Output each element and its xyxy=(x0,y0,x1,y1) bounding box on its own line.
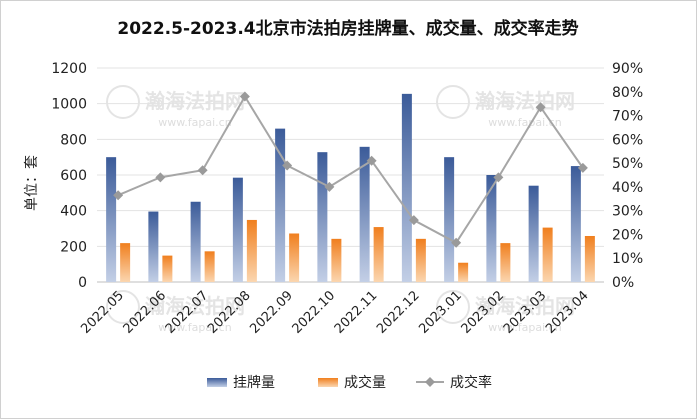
legend-label-rate: 成交率 xyxy=(450,374,492,391)
bar-deal-4 xyxy=(289,233,300,282)
legend-label-listing: 挂牌量 xyxy=(233,374,275,391)
bar-deal-7 xyxy=(415,238,426,282)
bar-deal-6 xyxy=(373,227,384,282)
rate-point-11 xyxy=(577,162,588,173)
legend: 挂牌量 成交量 成交率 xyxy=(207,374,492,391)
y2-tick-label-2: 20% xyxy=(612,227,643,243)
bar-listing-4 xyxy=(275,128,286,282)
bar-listing-11 xyxy=(570,166,581,282)
y-tick-label-5: 1000 xyxy=(51,97,87,113)
watermark-url-3: www.fapai.cn xyxy=(488,321,561,334)
y-tick-label-1: 200 xyxy=(60,239,87,255)
watermark-seal-2 xyxy=(106,290,140,324)
rate-point-6 xyxy=(366,155,377,166)
y-tick-label-4: 800 xyxy=(60,132,87,148)
watermark-url-0: www.fapai.cn xyxy=(158,116,231,129)
y2-tick-label-6: 60% xyxy=(612,132,643,148)
y-axis-right: 0% 10% 20% 30% 40% 50% 60% 70% 80% 90% xyxy=(612,61,643,291)
legend-swatch-listing xyxy=(207,378,227,387)
bar-deal-3 xyxy=(246,219,257,282)
watermark-seal-3 xyxy=(436,290,470,324)
rate-point-1 xyxy=(155,172,166,183)
legend-swatch-deal xyxy=(318,378,338,387)
bar-deal-11 xyxy=(584,235,595,282)
rate-point-9 xyxy=(493,172,504,183)
bar-deal-2 xyxy=(204,251,215,282)
rate-point-5 xyxy=(324,181,335,192)
rate-point-8 xyxy=(451,237,462,248)
bar-deal-1 xyxy=(162,255,173,282)
y-tick-label-0: 0 xyxy=(78,275,87,291)
chart-title: 2022.5-2023.4北京市法拍房挂牌量、成交量、成交率走势 xyxy=(117,18,578,39)
y2-tick-label-5: 50% xyxy=(612,156,643,172)
y2-tick-label-9: 90% xyxy=(612,61,643,77)
watermark-seal-1 xyxy=(436,85,470,119)
bar-deal-8 xyxy=(458,262,469,282)
watermark-url-2: www.fapai.cn xyxy=(158,321,231,334)
y2-tick-label-0: 0% xyxy=(612,275,634,291)
bar-deal-9 xyxy=(500,243,511,282)
y2-tick-label-1: 10% xyxy=(612,251,643,267)
y2-tick-label-3: 30% xyxy=(612,204,643,220)
bar-listing-2 xyxy=(190,201,201,282)
y-axis-label: 单位：套 xyxy=(24,155,40,211)
bar-deal-10 xyxy=(542,227,553,282)
watermark-layer: 瀚海法拍网 www.fapai.cn 瀚海法拍网 www.fapai.cn 瀚海法拍网 w… xyxy=(106,85,575,334)
bar-listing-0 xyxy=(106,157,117,282)
rate-point-4 xyxy=(282,160,293,171)
watermark-url-1: www.fapai.cn xyxy=(488,116,561,129)
bar-deal-0 xyxy=(120,243,131,282)
bar-listing-6 xyxy=(359,146,370,282)
y-tick-label-3: 600 xyxy=(60,168,87,184)
bar-listing-3 xyxy=(232,177,243,282)
rate-point-3 xyxy=(239,91,250,102)
bar-listing-8 xyxy=(444,157,455,282)
rate-point-7 xyxy=(408,215,419,226)
y-axis-left: 0 200 400 600 800 1000 1200 xyxy=(51,61,87,291)
rate-line xyxy=(117,94,584,245)
bar-listing-7 xyxy=(401,93,412,282)
y-tick-label-6: 1200 xyxy=(51,61,87,77)
bars-layer xyxy=(106,93,595,282)
bar-listing-5 xyxy=(317,152,328,282)
watermark-text-1: 瀚海法拍网 xyxy=(475,89,575,113)
rate-point-10 xyxy=(535,102,546,113)
bar-listing-9 xyxy=(486,175,497,282)
bar-deal-5 xyxy=(331,238,342,282)
legend-label-deal: 成交量 xyxy=(344,374,386,391)
bar-listing-10 xyxy=(528,185,539,282)
watermark-seal-0 xyxy=(106,85,140,119)
watermark-text-2: 瀚海法拍网 xyxy=(145,294,245,318)
legend-marker-rate xyxy=(425,377,435,387)
rate-point-2 xyxy=(197,165,208,176)
watermark-text-0: 瀚海法拍网 xyxy=(145,89,245,113)
watermark-text-3: 瀚海法拍网 xyxy=(475,294,575,318)
y2-tick-label-8: 80% xyxy=(612,85,643,101)
rate-line-layer xyxy=(113,91,588,248)
rate-point-0 xyxy=(113,190,124,201)
y-tick-label-2: 400 xyxy=(60,204,87,220)
y2-tick-label-7: 70% xyxy=(612,109,643,125)
gridlines xyxy=(97,67,604,283)
bar-listing-1 xyxy=(148,211,159,282)
y2-tick-label-4: 40% xyxy=(612,180,643,196)
